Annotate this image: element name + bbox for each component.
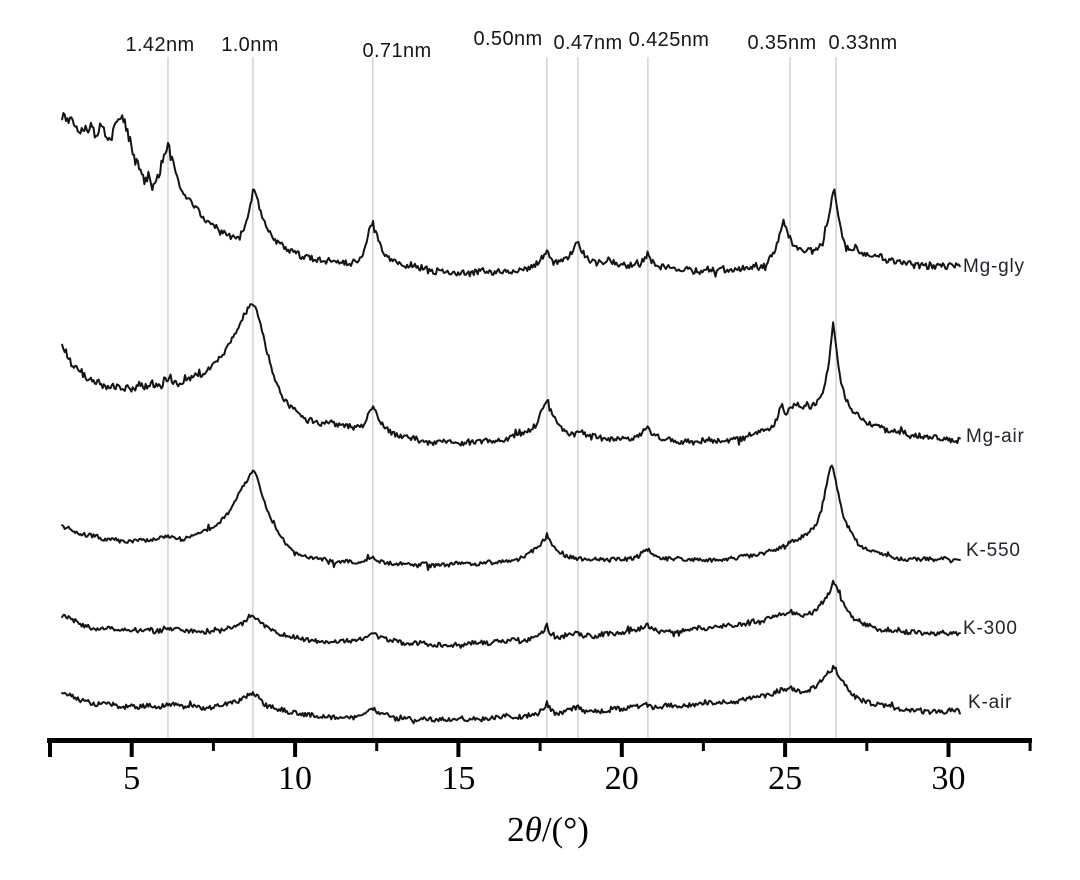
x-axis [47,738,1032,757]
axis-title-units: /(°) [541,810,589,849]
series-label-k-300: K-300 [963,618,1018,639]
series-label-k-air: K-air [968,692,1013,713]
d-spacing-label: 0.50nm [473,28,543,50]
x-tick-label: 25 [768,760,803,797]
axis-title-theta: θ [524,810,542,849]
x-tick-label: 30 [931,760,966,797]
x-tick-label: 10 [278,760,313,797]
x-tick-label: 20 [604,760,639,797]
x-axis-title: 2θ/(°) [507,810,589,850]
d-spacing-label: 0.35nm [747,32,817,54]
x-tick-label: 15 [441,760,476,797]
series-label-k-550: K-550 [966,540,1021,561]
d-spacing-label: 0.47nm [553,32,623,54]
series-label-mg-gly: Mg-gly [963,256,1025,277]
d-spacing-label: 0.425nm [628,29,710,51]
axis-title-two: 2 [507,810,525,849]
d-spacing-gridlines [167,57,837,740]
d-spacing-label: 0.71nm [362,40,432,62]
d-spacing-label: 1.42nm [125,34,195,56]
d-spacing-label: 1.0nm [221,34,279,56]
series-label-mg-air: Mg-air [966,426,1025,447]
x-tick-label: 5 [123,760,141,797]
xrd-traces [61,112,961,725]
d-spacing-label: 0.33nm [828,32,898,54]
